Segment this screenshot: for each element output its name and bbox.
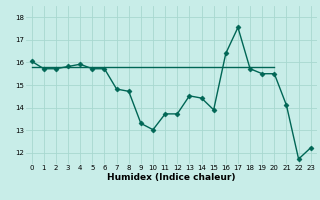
X-axis label: Humidex (Indice chaleur): Humidex (Indice chaleur) (107, 173, 236, 182)
